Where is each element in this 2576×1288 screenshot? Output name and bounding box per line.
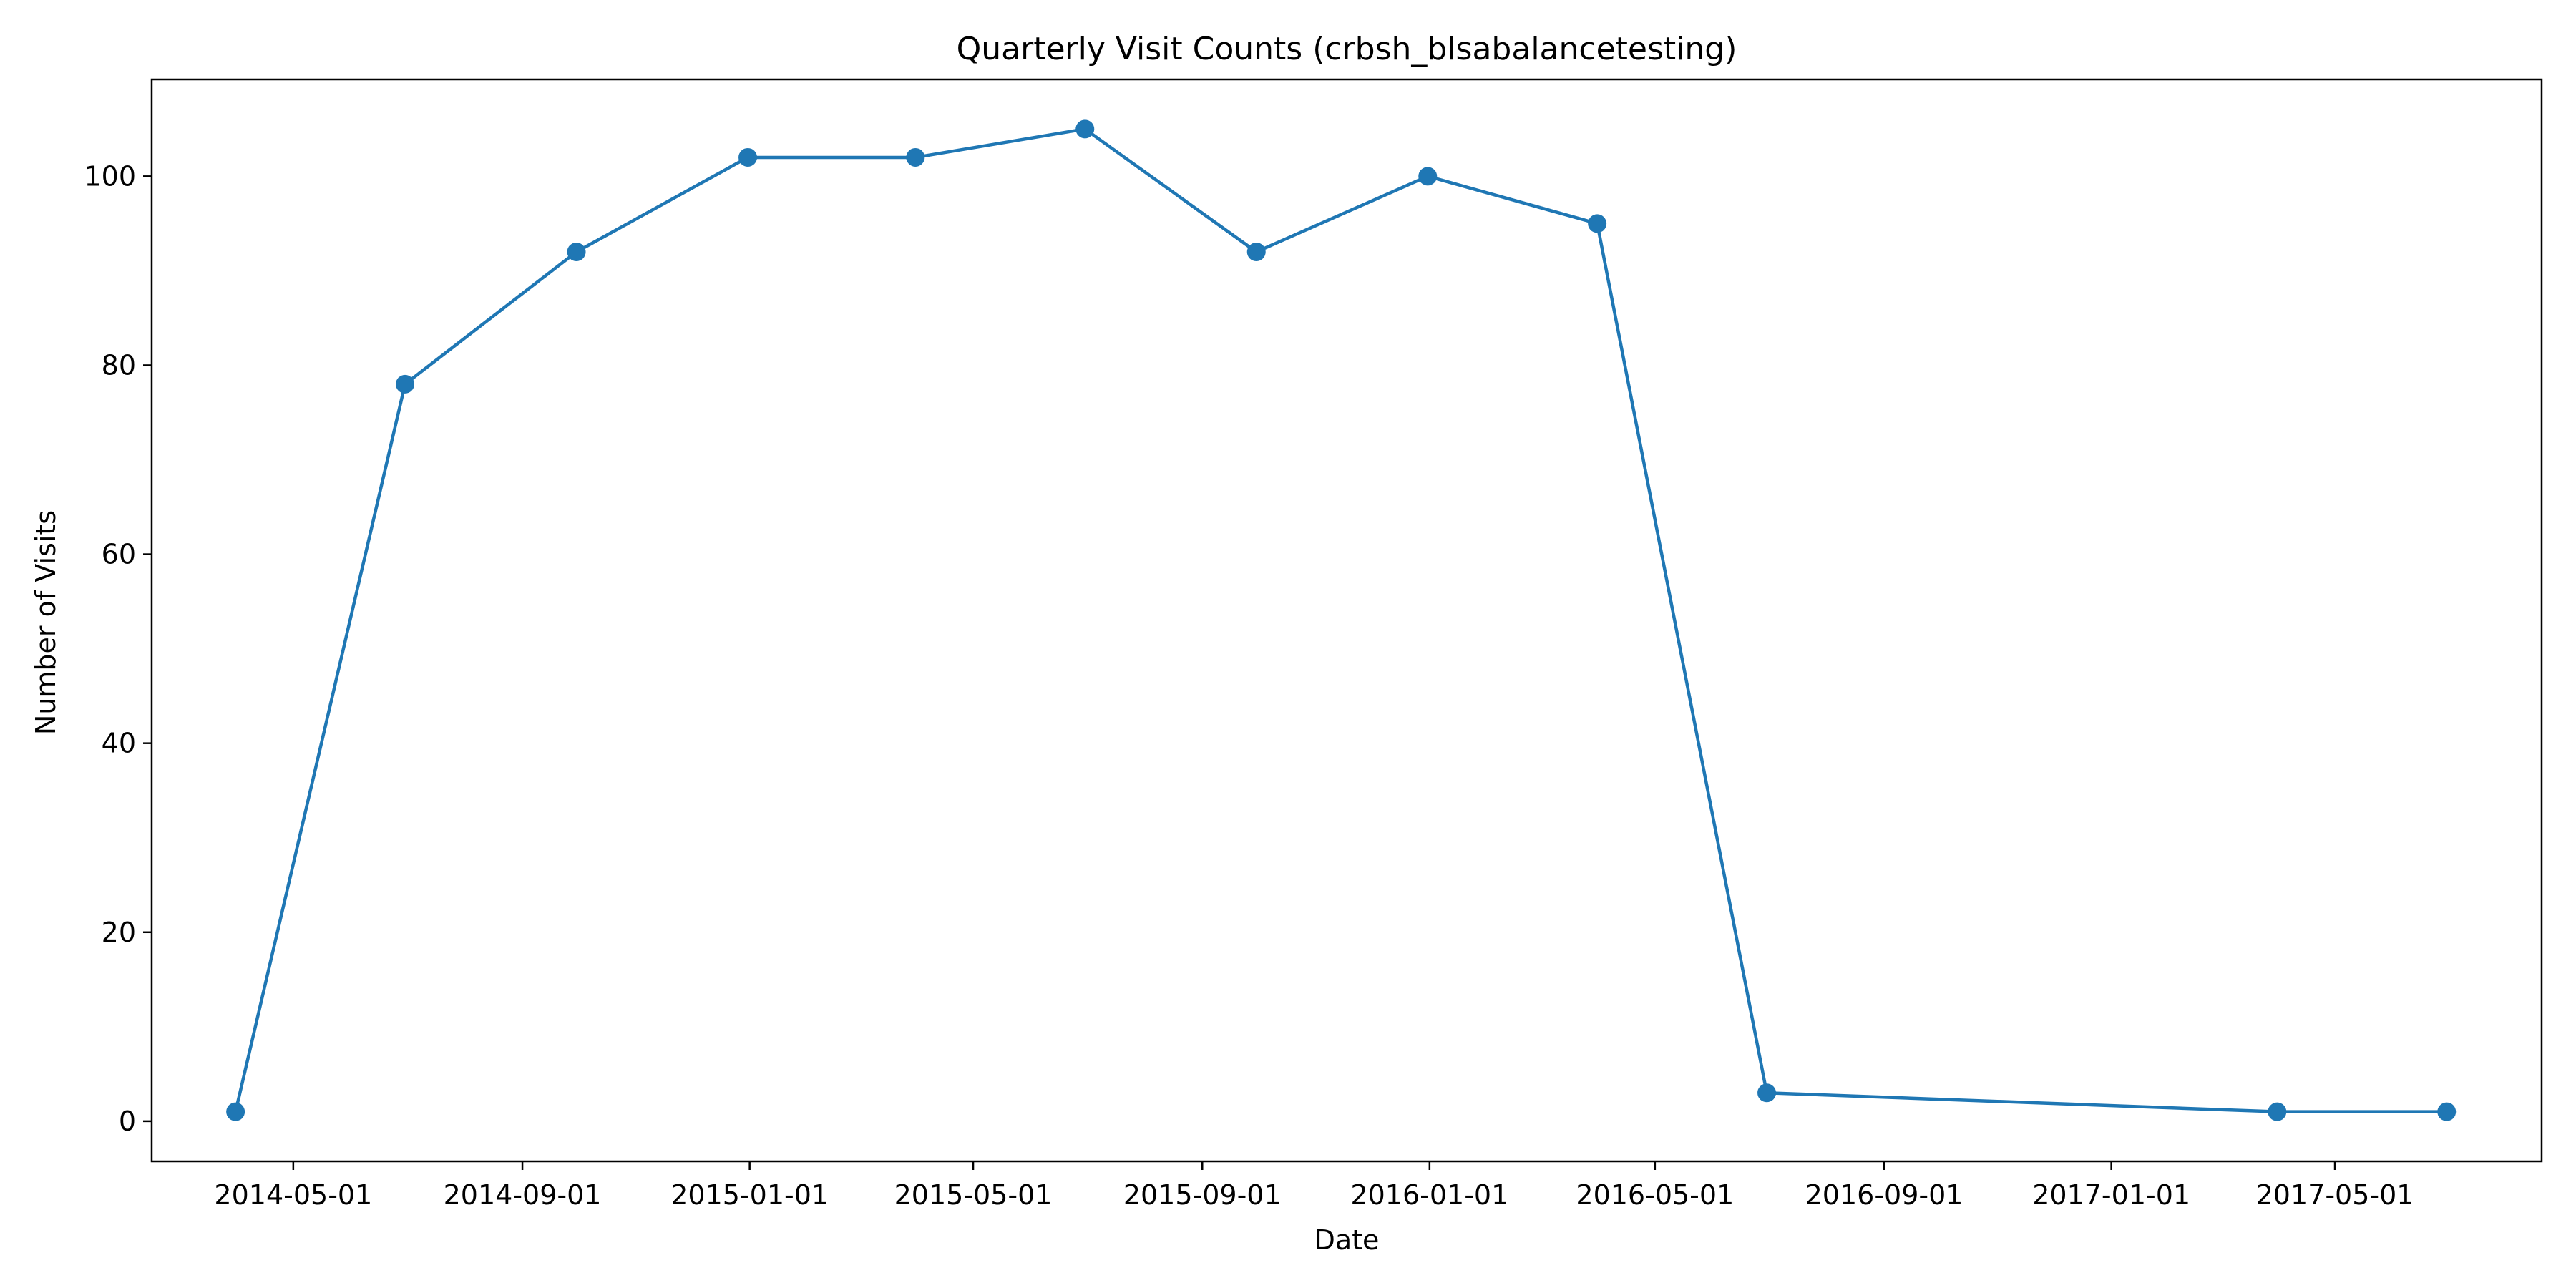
data-point[interactable] <box>396 374 415 394</box>
y-axis: 0 20 40 60 80 100 <box>84 160 152 1137</box>
y-tick-label: 100 <box>84 160 136 192</box>
plot-frame <box>150 78 2543 1163</box>
y-tick-label: 20 <box>102 917 136 948</box>
y-tick-label: 80 <box>102 349 136 381</box>
series-layer <box>226 119 2457 1121</box>
x-tick-label: 2017-05-01 <box>2256 1179 2414 1211</box>
chart-title: Quarterly Visit Counts (crbsh_blsabalanc… <box>957 31 1737 67</box>
y-tick-label: 40 <box>102 728 136 759</box>
data-point[interactable] <box>567 242 586 261</box>
data-point[interactable] <box>1588 214 1607 233</box>
data-point[interactable] <box>1757 1083 1777 1103</box>
x-tick-label: 2017-01-01 <box>2032 1179 2190 1211</box>
x-axis: 2014-05-01 2014-09-01 2015-01-01 2015-05-01… <box>214 1161 2414 1211</box>
series-line <box>233 127 2449 1113</box>
x-tick-label: 2016-01-01 <box>1350 1179 1508 1211</box>
y-tick-label: 60 <box>102 539 136 570</box>
x-tick-label: 2016-05-01 <box>1576 1179 1734 1211</box>
x-tick-label: 2014-09-01 <box>444 1179 602 1211</box>
x-tick-label: 2014-05-01 <box>214 1179 372 1211</box>
y-tick-label: 0 <box>119 1106 136 1137</box>
data-point[interactable] <box>738 147 758 167</box>
x-tick-label: 2015-05-01 <box>894 1179 1053 1211</box>
data-point[interactable] <box>2437 1102 2457 1121</box>
data-point[interactable] <box>226 1102 245 1121</box>
x-axis-label: Date <box>1314 1224 1380 1256</box>
data-point[interactable] <box>2268 1102 2287 1121</box>
data-point[interactable] <box>1246 242 1266 261</box>
x-tick-label: 2016-09-01 <box>1805 1179 1963 1211</box>
data-point[interactable] <box>1418 167 1438 186</box>
x-tick-label: 2015-09-01 <box>1123 1179 1282 1211</box>
data-point[interactable] <box>906 147 925 167</box>
y-axis-label: Number of Visits <box>30 510 62 735</box>
data-point[interactable] <box>1075 119 1095 139</box>
x-tick-label: 2015-01-01 <box>670 1179 829 1211</box>
